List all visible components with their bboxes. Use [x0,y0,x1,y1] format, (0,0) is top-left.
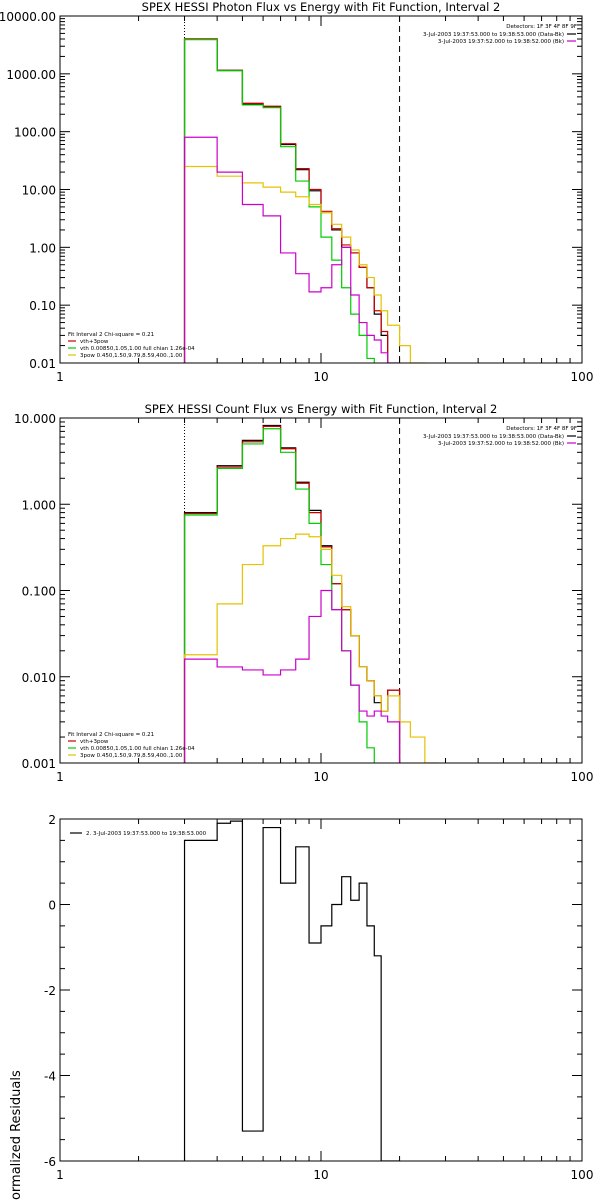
residuals-panel: 1 10 100 -6 -4 -2 0 2 Normalized Residuals 2. 3-J… [9,813,593,1200]
y-tick-label: -6 [44,1155,56,1169]
y-tick-label: 10.00 [22,184,56,198]
legend-entry: 3pow 0.450,1.50,9.79,8.59,400.,1.00 [80,753,183,759]
y-tick-label: 2 [48,813,56,827]
x-tick-label: 1 [56,370,64,384]
detectors-label: Detectors: 1F 3F 4F 8F 9F [506,24,577,30]
series-3pow-line [183,165,426,363]
chart-title: SPEX HESSI Count Flux vs Energy with Fit… [145,402,498,416]
legend-entry: 3-Jul-2003 19:37:52.000 to 19:38:52.000 … [438,39,564,45]
detectors-label: Detectors: 1F 3F 4F 8F 9F [506,426,577,432]
legend-entry: vth+3pow [80,739,109,745]
y-tick-label: 0.10 [29,299,56,313]
y-tick-label: -2 [44,984,56,998]
y-tick-label: 0.01 [29,357,56,371]
y-tick-label: 10.000 [14,412,56,426]
legend-entry: 3-Jul-2003 19:37:53.000 to 19:38:53.000 … [423,434,564,440]
plot-frame [59,15,583,364]
legend-entry: 2. 3-Jul-2003 19:37:53.000 to 19:38:53.0… [86,831,207,837]
legend-entry: 3-Jul-2003 19:37:52.000 to 19:38:52.000 … [438,441,564,447]
y-axis-label: Normalized Residuals [9,1070,24,1200]
series-bk-line [183,136,401,363]
plot-frame [59,818,583,1162]
y-tick-label: -4 [44,1070,56,1084]
legend-entry: Fit Interval 2 Chi-square = 0.21 [68,332,154,338]
y-tick-label: 1.000 [22,498,56,512]
series-data-bk-line [183,38,389,363]
series-bk-line [183,589,401,763]
x-tick-label: 10 [313,1168,328,1182]
x-tick-label: 100 [571,1168,594,1182]
x-tick-label: 1 [56,1168,64,1182]
legend-entry: 3pow 0.450,1.50,9.79,8.59,400.,1.00 [80,353,183,359]
series-2-3-jul-2003-19-37-53-000-to-19-38-53-000-line [183,820,401,1161]
y-tick-label: 0.010 [22,671,56,685]
y-tick-label: 0 [48,899,56,913]
y-tick-label: 0.100 [22,585,56,599]
series-vth-line [183,428,375,763]
y-tick-label: 10000.00 [0,10,56,24]
y-tick-label: 100.00 [14,126,56,140]
count-flux-panel: SPEX HESSI Count Flux vs Energy with Fit… [14,402,593,784]
legend-entry: vth 0.00850,1.05,1.00 full chian 1.26e-0… [80,346,195,352]
x-tick-label: 1 [56,770,64,784]
series-vth-3pow-line [183,38,389,363]
legend-entry: 3-Jul-2003 19:37:53.000 to 19:38:53.000 … [423,32,564,38]
series-3pow-line [183,533,439,763]
x-tick-label: 10 [313,770,328,784]
legend-entry: vth+3pow [80,339,109,345]
legend-entry: Fit Interval 2 Chi-square = 0.21 [68,732,154,738]
photon-flux-panel: SPEX HESSI Photon Flux vs Energy with Fi… [0,0,593,384]
legend-entry: vth 0.00850,1.05,1.00 full chian 1.26e-0… [80,746,195,752]
x-tick-label: 10 [313,370,328,384]
y-tick-label: 1000.00 [6,68,56,82]
chart-title: SPEX HESSI Photon Flux vs Energy with Fi… [142,0,501,14]
y-tick-label: 1.00 [29,241,56,255]
plot-frame [59,417,583,764]
x-tick-label: 100 [571,770,594,784]
x-tick-label: 100 [571,370,594,384]
y-tick-label: 0.001 [22,757,56,771]
series-vth-line [183,39,375,363]
